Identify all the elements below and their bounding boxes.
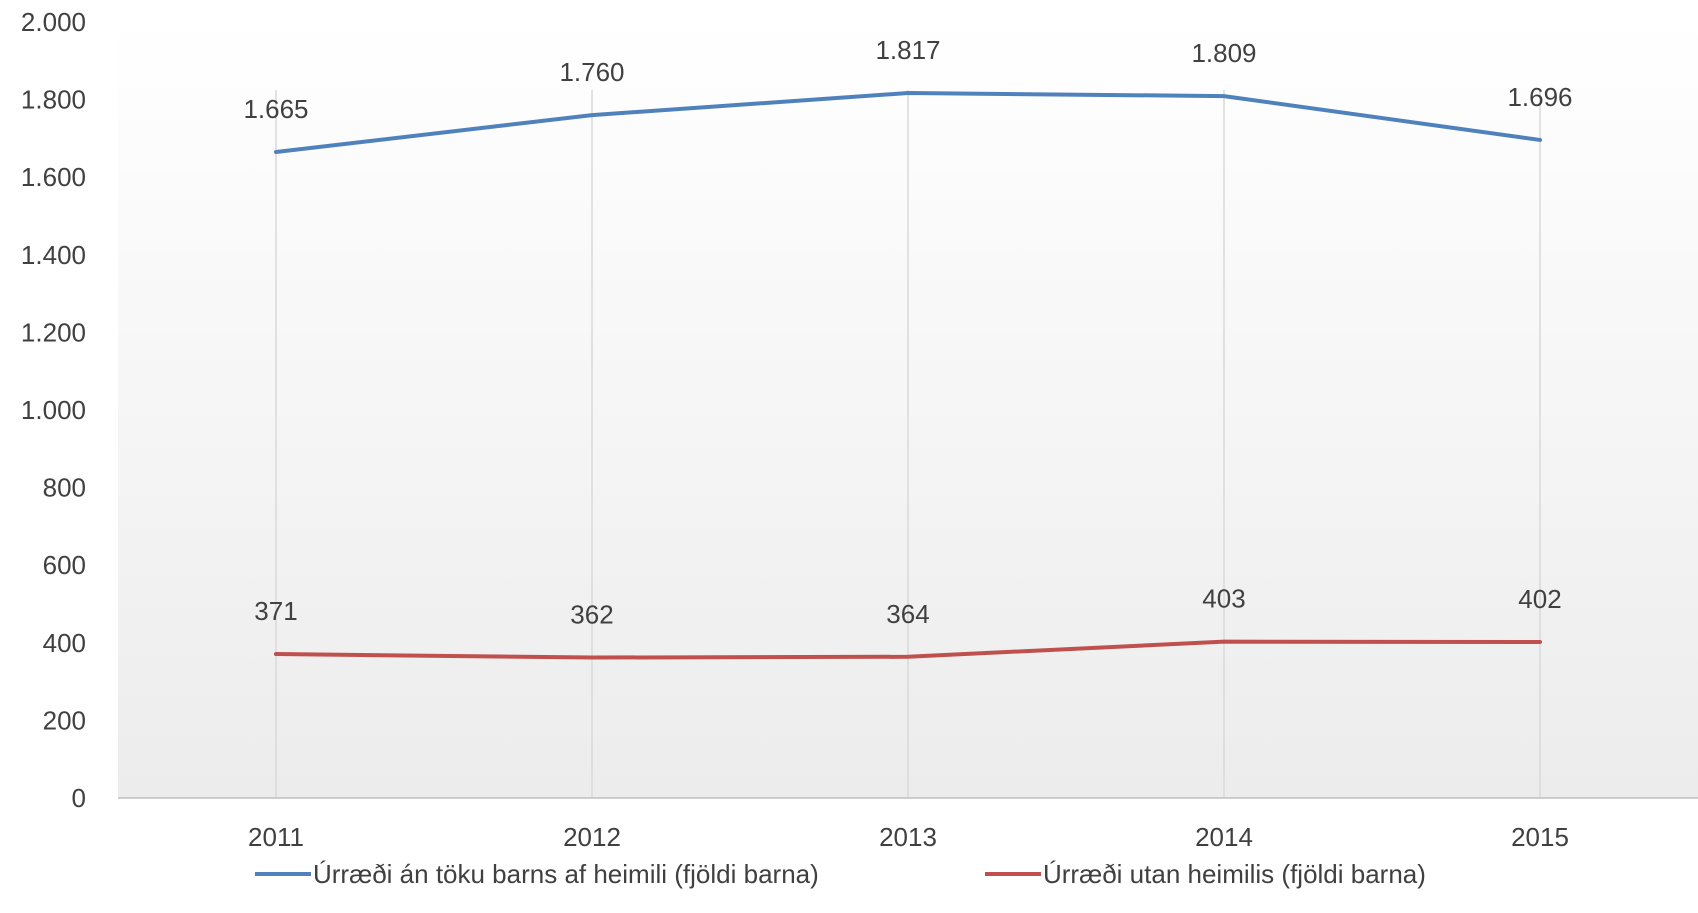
data-label: 1.665 — [243, 94, 308, 124]
legend-label-1: Úrræði án töku barns af heimili (fjöldi … — [313, 859, 819, 889]
data-label: 1.817 — [875, 35, 940, 65]
y-tick-label: 1.200 — [21, 317, 86, 347]
data-label: 364 — [886, 599, 929, 629]
gridlines — [275, 90, 1541, 798]
data-labels: 1.665 1.760 1.817 1.809 1.696 371 362 364 403 402 — [243, 35, 1572, 630]
data-label: 371 — [254, 596, 297, 626]
legend: Úrræði án töku barns af heimili (fjöldi … — [255, 859, 1426, 889]
y-tick-label: 1.600 — [21, 162, 86, 192]
data-label: 1.760 — [559, 57, 624, 87]
legend-label-2: Úrræði utan heimilis (fjöldi barna) — [1043, 859, 1426, 889]
data-label: 362 — [570, 600, 613, 630]
y-tick-label: 600 — [43, 550, 86, 580]
x-axis-ticks: 2011 2012 2013 2014 2015 — [248, 822, 1569, 852]
y-tick-label: 800 — [43, 473, 86, 503]
y-tick-label: 0 — [72, 783, 86, 813]
series-line-2 — [274, 639, 1542, 660]
y-tick-label: 1.800 — [21, 85, 86, 115]
data-label: 1.809 — [1191, 38, 1256, 68]
y-tick-label: 200 — [43, 705, 86, 735]
data-label: 403 — [1202, 584, 1245, 614]
y-tick-label: 1.000 — [21, 395, 86, 425]
x-tick-label: 2013 — [879, 822, 937, 852]
x-tick-label: 2015 — [1511, 822, 1569, 852]
x-tick-label: 2014 — [1195, 822, 1253, 852]
series-line-1 — [274, 91, 1542, 154]
y-axis-ticks: 0 200 400 600 800 1.000 1.200 1.400 1.600 1.800 2.… — [21, 7, 86, 813]
data-label: 402 — [1518, 584, 1561, 614]
x-tick-label: 2011 — [248, 822, 304, 852]
x-tick-label: 2012 — [563, 822, 621, 852]
series-lines — [274, 91, 1542, 660]
y-tick-label: 2.000 — [21, 7, 86, 37]
y-tick-label: 400 — [43, 628, 86, 658]
data-label: 1.696 — [1507, 82, 1572, 112]
y-tick-label: 1.400 — [21, 240, 86, 270]
